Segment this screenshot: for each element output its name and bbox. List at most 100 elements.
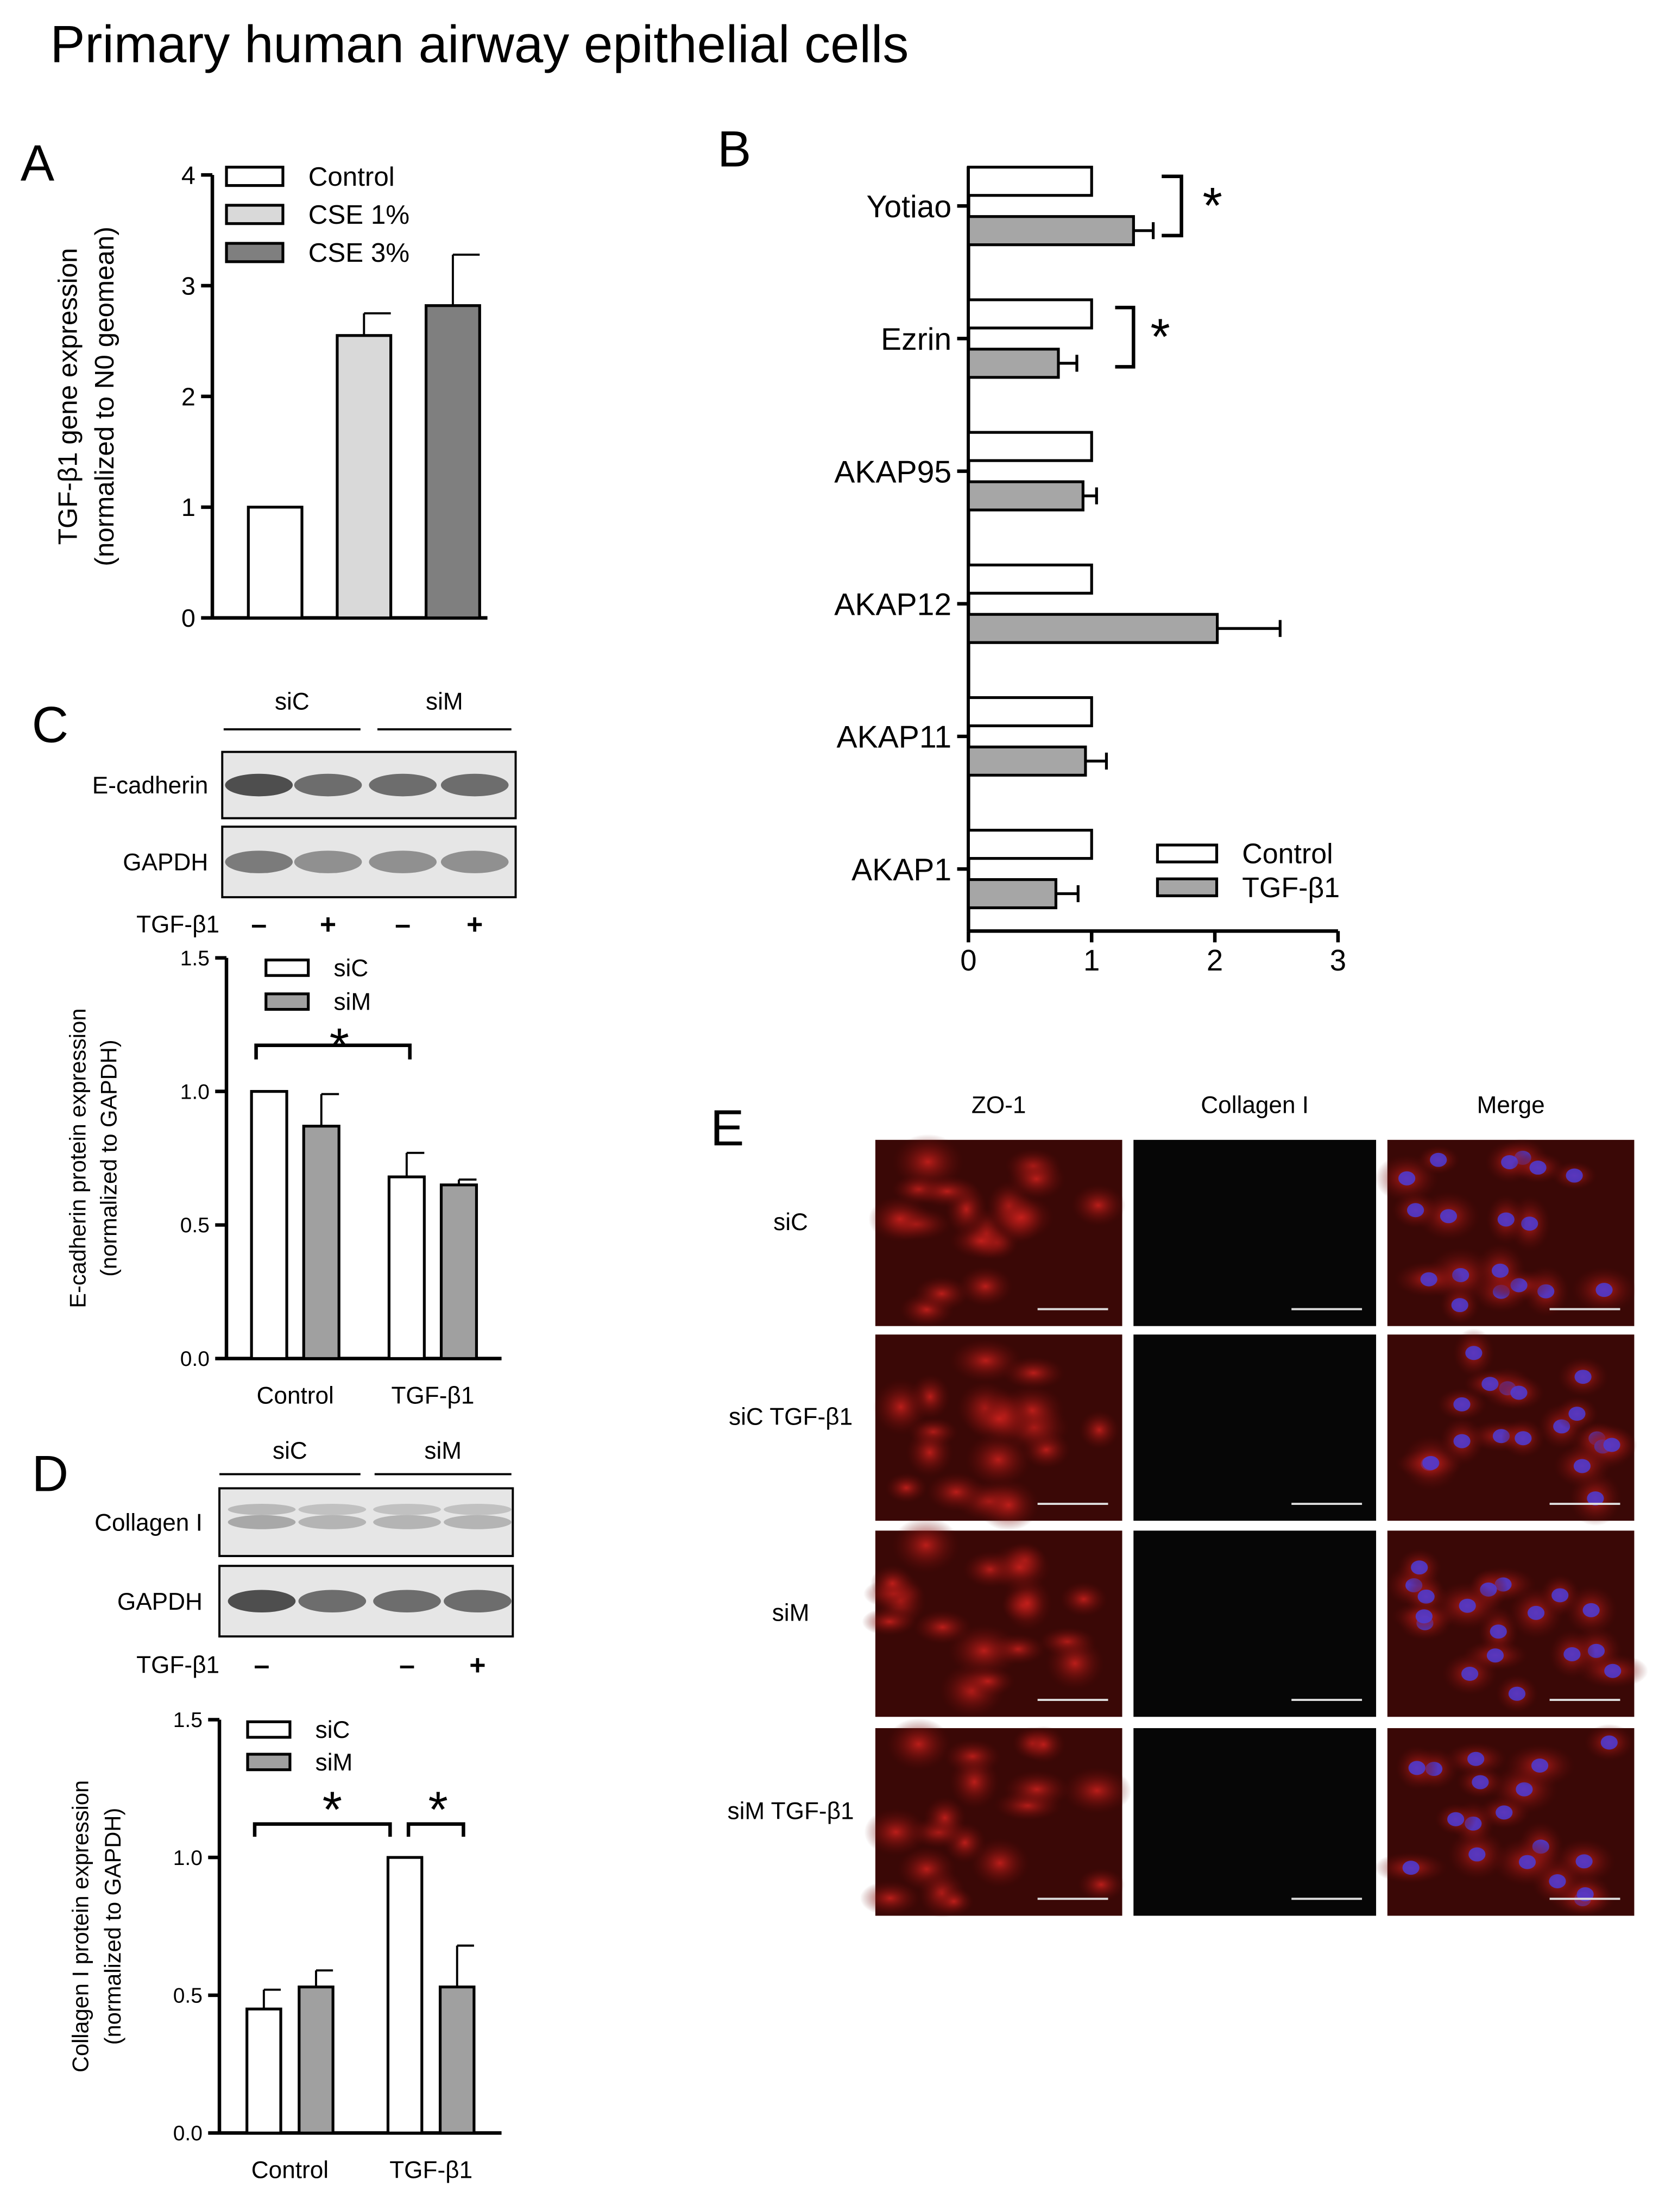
blot-group-label: siC (273, 1438, 307, 1464)
bar (967, 298, 1093, 330)
bar (967, 431, 1093, 462)
nucleus (1595, 1283, 1613, 1297)
bar (424, 304, 481, 620)
y-axis-label: (normalized to GAPDH) (96, 1039, 121, 1276)
cell (964, 1394, 1034, 1444)
micrograph (1375, 1138, 1637, 1326)
blot-row-label: Collagen I (94, 1509, 203, 1536)
micrograph (860, 1718, 1132, 1918)
nucleus (1417, 1589, 1435, 1604)
significance-bracket (1162, 174, 1183, 238)
significance-bracket (254, 1043, 412, 1060)
cell (873, 1378, 929, 1435)
nucleus (1468, 1847, 1486, 1862)
blot-band (225, 773, 293, 797)
y-tick-label: 1.0 (173, 1847, 203, 1870)
nucleus (1563, 1647, 1581, 1661)
cell (1002, 1356, 1065, 1390)
cell (1004, 1770, 1070, 1808)
micrograph (1385, 1530, 1649, 1717)
nucleus (1527, 1605, 1545, 1620)
row-label: siM (772, 1600, 810, 1627)
cell (948, 1624, 1020, 1678)
nucleus (1518, 1855, 1536, 1869)
bar (439, 1183, 478, 1360)
significance-bracket (253, 1822, 392, 1837)
lane-label: – (399, 1649, 415, 1681)
significance-label: * (323, 1781, 342, 1838)
nucleus (1491, 1263, 1509, 1278)
y-axis-label: (normalized to N0 geomean) (90, 226, 119, 566)
lane-label: + (469, 1649, 485, 1681)
legend-swatch (264, 992, 310, 1011)
panel-letter: E (710, 1099, 744, 1156)
bar (967, 878, 1058, 910)
y-tick-label: 1.5 (173, 1709, 203, 1732)
nucleus (1496, 1805, 1513, 1820)
panel-letter: B (717, 121, 751, 178)
cell (1078, 1410, 1120, 1450)
bar (967, 696, 1093, 728)
cell (1062, 1767, 1132, 1814)
legend-swatch (225, 242, 285, 263)
x-tick-label: 1 (1083, 944, 1100, 977)
panel-letter: C (32, 696, 69, 753)
blot-band (228, 1590, 296, 1613)
lane-label: + (320, 909, 336, 941)
column-label: ZO-1 (972, 1092, 1026, 1118)
nucleus (1529, 1160, 1547, 1175)
nucleus (1465, 1346, 1483, 1360)
cell (885, 1472, 928, 1503)
bar (967, 829, 1093, 860)
blot-band (369, 773, 437, 797)
legend-label: Control (1242, 839, 1333, 870)
x-tick-label: Control (257, 1383, 334, 1409)
y-tick-label: Yotiao (866, 190, 951, 224)
bar (245, 2007, 282, 2135)
nucleus (1587, 1491, 1604, 1506)
cell (864, 1808, 928, 1856)
error-bar (320, 1093, 339, 1126)
cell (913, 1276, 970, 1312)
nucleus (1582, 1603, 1600, 1617)
nucleus (1575, 1854, 1593, 1869)
nucleus (1600, 1735, 1618, 1750)
significance-bracket (1115, 306, 1136, 369)
legend-swatch (225, 204, 285, 225)
error-bar (456, 1944, 474, 1987)
blot-band (225, 850, 293, 873)
blot-group-label: siM (424, 1438, 462, 1464)
y-tick-label: 3 (181, 272, 195, 300)
x-tick-label: 0 (960, 944, 976, 977)
nucleus (1453, 1434, 1471, 1448)
bar (967, 348, 1060, 379)
error-bar (451, 253, 480, 306)
x-tick-label: TGF-β1 (391, 1383, 474, 1409)
cell (1077, 1868, 1125, 1901)
error-bar (1083, 487, 1098, 505)
cell (886, 1718, 951, 1771)
blot-band (298, 1504, 367, 1515)
bar (967, 480, 1084, 512)
nucleus (1422, 1455, 1440, 1470)
error-bar (458, 1179, 477, 1185)
cell (949, 1755, 1000, 1810)
cell (1059, 1581, 1108, 1617)
nucleus (1415, 1609, 1433, 1624)
significance-label: * (330, 1018, 349, 1075)
legend-swatch (1156, 877, 1219, 898)
cell (958, 1266, 1013, 1307)
legend-label: CSE 1% (308, 200, 410, 230)
y-axis-label: TGF-β1 gene expression (53, 248, 83, 545)
blot-band (440, 773, 509, 797)
x-tick-label: TGF-β1 (389, 2157, 472, 2184)
legend-label: siC (333, 955, 368, 981)
blot-band (444, 1590, 512, 1613)
legend-swatch (246, 1720, 292, 1739)
error-bar (1056, 885, 1080, 903)
y-tick-label: 0.5 (180, 1214, 210, 1237)
panel-letter: A (21, 134, 55, 191)
y-tick-label: AKAP11 (836, 720, 951, 755)
y-tick-label: 1.0 (180, 1080, 210, 1104)
x-tick-label: 2 (1207, 944, 1223, 977)
